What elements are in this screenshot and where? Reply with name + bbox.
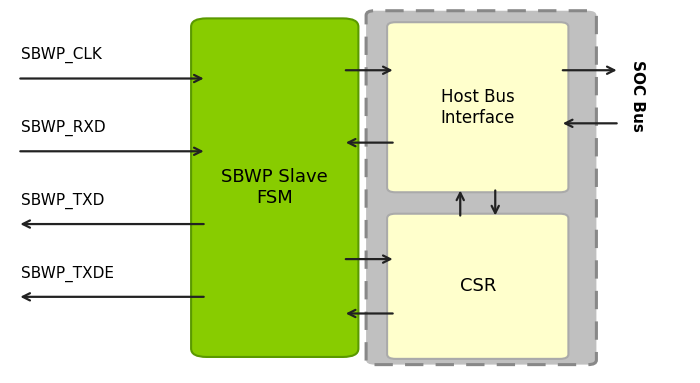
Text: SOC Bus: SOC Bus	[629, 60, 645, 132]
FancyBboxPatch shape	[191, 18, 358, 357]
Text: CSR: CSR	[460, 277, 496, 295]
Text: SBWP_RXD: SBWP_RXD	[21, 120, 106, 136]
FancyBboxPatch shape	[387, 214, 568, 359]
Text: SBWP_TXDE: SBWP_TXDE	[21, 265, 114, 282]
FancyBboxPatch shape	[366, 11, 596, 365]
Text: SBWP_TXD: SBWP_TXD	[21, 193, 104, 209]
FancyBboxPatch shape	[387, 22, 568, 192]
Text: Host Bus
Interface: Host Bus Interface	[440, 88, 515, 127]
Text: SBWP Slave
FSM: SBWP Slave FSM	[221, 168, 328, 207]
Text: SBWP_CLK: SBWP_CLK	[21, 47, 102, 63]
